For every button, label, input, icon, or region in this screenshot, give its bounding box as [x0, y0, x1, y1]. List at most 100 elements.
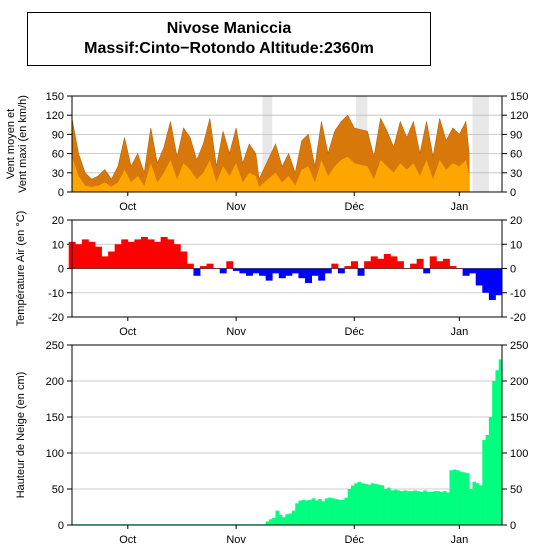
snow-bar — [488, 417, 493, 525]
snow-bar — [291, 510, 296, 525]
snow-bar — [390, 490, 394, 525]
wind-missing-band — [472, 96, 489, 192]
chart-subtitle: Massif:Cinto−Rotondo Altitude:2360m — [84, 40, 374, 57]
snow-bar — [367, 484, 372, 525]
temperature-bar — [337, 268, 345, 274]
temperature-ytick-label-left: 0 — [58, 264, 64, 276]
snow-bar — [426, 491, 431, 525]
snow-bar — [308, 499, 312, 525]
temperature-ytick-label-left: -10 — [48, 288, 64, 300]
temperature-bar — [259, 268, 267, 276]
snow-bar — [416, 491, 421, 525]
snow-ytick-label-left: 150 — [46, 412, 64, 424]
temperature-panel — [67, 219, 507, 321]
snow-bar — [396, 490, 401, 525]
snow-bar — [439, 491, 444, 525]
temperature-ytick-label-left: 20 — [52, 215, 64, 227]
snow-bar — [449, 470, 454, 525]
temperature-bar — [311, 268, 319, 276]
temperature-bar — [167, 239, 175, 269]
temperature-xtick-label: Déc — [345, 326, 365, 338]
temperature-bar — [442, 258, 450, 269]
wind-ytick-label-left: 30 — [52, 168, 64, 180]
snow-bar — [331, 498, 335, 525]
temperature-bar — [370, 256, 378, 269]
temperature-bar — [160, 236, 168, 269]
snow-bar — [469, 489, 473, 525]
temperature-bar — [200, 266, 207, 269]
temperature-bar — [193, 268, 201, 276]
snow-bar — [459, 471, 463, 525]
temperature-bar — [436, 261, 444, 269]
wind-ylabel: Vent moyen et — [5, 109, 17, 179]
snow-bar — [360, 483, 365, 525]
snow-bar — [475, 483, 480, 525]
snow-bar — [328, 497, 332, 525]
snow-ytick-label-right: 0 — [510, 520, 516, 532]
temperature-bar — [245, 268, 253, 276]
temperature-bar — [154, 241, 162, 269]
snow-ytick-label-left: 250 — [46, 340, 64, 352]
snow-ytick-label-right: 100 — [510, 448, 528, 460]
temperature-ytick-label-right: -20 — [510, 312, 526, 324]
temperature-ytick-label-left: 10 — [52, 239, 64, 251]
snow-bar — [383, 489, 388, 525]
temperature-ytick-label-right: 0 — [510, 264, 516, 276]
temperature-bar — [81, 239, 89, 269]
snow-bar — [403, 490, 408, 525]
temperature-bar — [344, 266, 352, 269]
snow-bar — [413, 490, 417, 525]
temperature-bar — [305, 268, 313, 284]
wind-missing-band — [262, 96, 273, 192]
temperature-bar — [75, 244, 83, 269]
temperature-bar — [134, 239, 142, 269]
wind-frame — [71, 95, 503, 193]
temperature-bar — [324, 268, 332, 274]
snow-xtick-label: Déc — [345, 534, 365, 546]
temperature-bar — [357, 268, 365, 276]
temperature-ytick-label-right: 20 — [510, 215, 522, 227]
temperature-bar — [226, 261, 234, 269]
temperature-bar — [121, 239, 129, 269]
snow-bar — [482, 440, 486, 525]
temperature-ylabel: Température Air (en °C) — [15, 211, 27, 327]
snow-bar — [373, 483, 378, 525]
snow-bar — [364, 483, 368, 525]
temperature-bar — [423, 268, 431, 274]
snow-bar — [351, 485, 355, 525]
snow-bar — [318, 499, 322, 525]
temperature-xtick-label: Nov — [226, 326, 246, 338]
snow-ytick-label-left: 100 — [46, 448, 64, 460]
snow-ytick-label-left: 50 — [52, 484, 64, 496]
temperature-bar — [108, 251, 116, 269]
wind-ytick-label-left: 60 — [52, 149, 64, 161]
snow-bar — [492, 381, 496, 525]
temperature-bar — [180, 251, 188, 269]
snow-bar — [337, 499, 342, 525]
temperature-bar — [318, 268, 326, 281]
snow-bar — [321, 501, 326, 525]
temperature-bar — [147, 239, 155, 269]
snow-xtick-label: Nov — [226, 534, 246, 546]
temperature-bar — [331, 263, 339, 269]
snow-xtick-label: Oct — [119, 534, 136, 546]
snow-ytick-label-right: 50 — [510, 484, 522, 496]
snow-bar — [301, 499, 306, 525]
wind-xtick-label: Déc — [345, 201, 365, 213]
temperature-bar — [88, 241, 96, 269]
snow-panel — [67, 344, 507, 529]
temperature-bar — [272, 268, 280, 274]
snow-bar — [452, 469, 457, 525]
snow-bar — [495, 370, 500, 525]
snow-bar — [344, 497, 349, 525]
snow-ytick-label-right: 200 — [510, 376, 528, 388]
temperature-bar — [416, 258, 424, 269]
temperature-bar — [390, 256, 398, 269]
snow-ytick-label-right: 250 — [510, 340, 528, 352]
temperature-bar — [298, 268, 306, 279]
snow-bar — [442, 491, 447, 525]
snow-bar — [472, 481, 477, 525]
temperature-bar — [173, 244, 181, 269]
wind-ytick-label-left: 90 — [52, 129, 64, 141]
